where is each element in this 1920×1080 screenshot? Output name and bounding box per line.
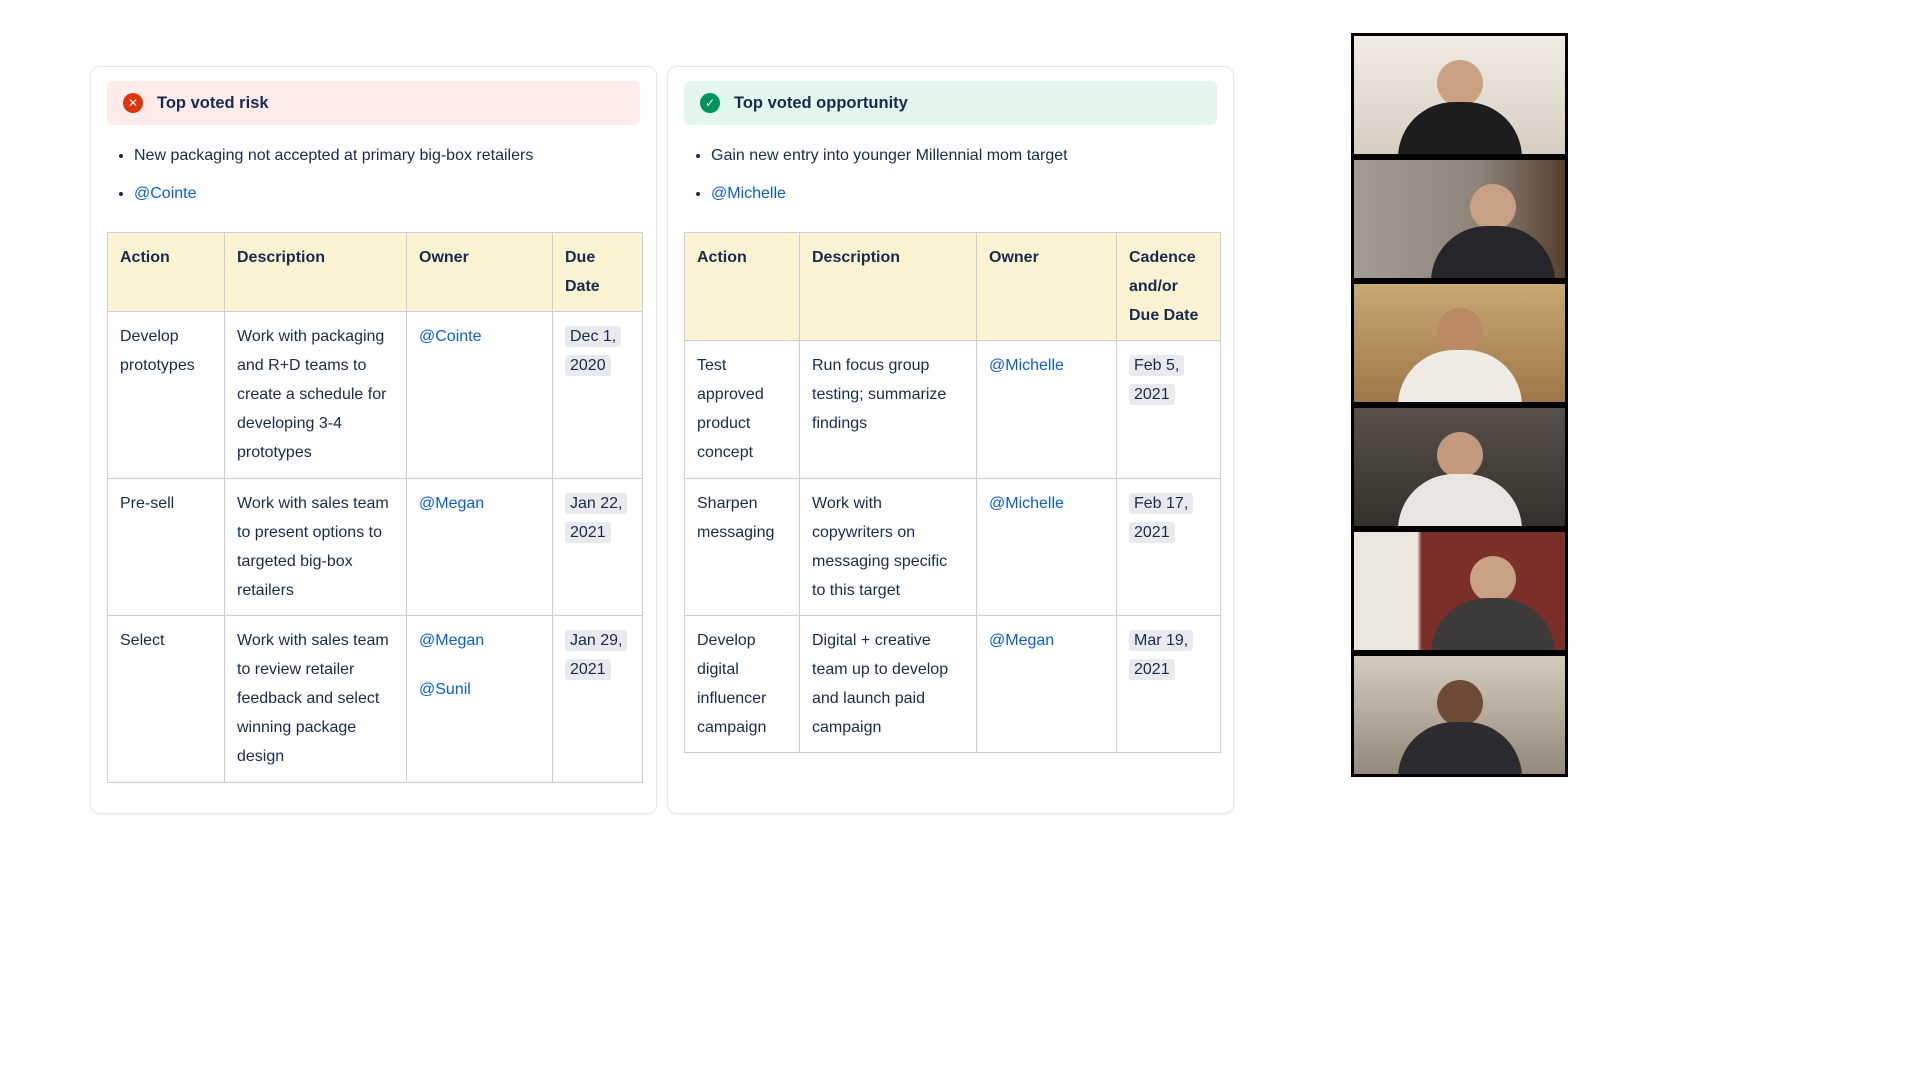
date-lozenge[interactable]: Dec 1, 2020 <box>565 326 622 377</box>
table-header-row: Action Description Owner Cadence and/or … <box>684 231 1221 342</box>
participant-silhouette <box>1354 656 1565 774</box>
column-header-cadence-due-date: Cadence and/or Due Date <box>1116 231 1221 342</box>
column-header-description: Description <box>224 231 407 313</box>
risk-banner: ✕ Top voted risk <box>107 81 640 125</box>
participant-silhouette <box>1354 36 1565 154</box>
mention-link[interactable]: @Sunil <box>419 681 471 699</box>
due-date-cell: Dec 1, 2020 <box>552 311 643 479</box>
column-header-owner: Owner <box>976 231 1117 342</box>
table-row: Develop digital influencer campaign Digi… <box>684 614 1221 754</box>
due-date-cell: Jan 22, 2021 <box>552 477 643 616</box>
table-row: Pre-sell Work with sales team to present… <box>107 477 643 616</box>
table-row: Sharpen messaging Work with copywriters … <box>684 477 1221 616</box>
column-header-description: Description <box>799 231 977 342</box>
mention-link[interactable]: @Michelle <box>989 357 1064 375</box>
column-header-owner: Owner <box>406 231 553 313</box>
opportunity-bullet-text: Gain new entry into younger Millennial m… <box>711 143 1217 169</box>
risk-bullet-text: New packaging not accepted at primary bi… <box>134 143 640 169</box>
owner-cell: @Cointe <box>406 311 553 479</box>
mention-link[interactable]: @Cointe <box>134 185 197 203</box>
description-cell: Run focus group testing; summarize findi… <box>799 340 977 479</box>
action-cell: Develop digital influencer campaign <box>684 614 800 754</box>
risk-panel: ✕ Top voted risk New packaging not accep… <box>90 66 657 814</box>
owner-cell: @Michelle <box>976 477 1117 616</box>
due-date-cell: Feb 17, 2021 <box>1116 477 1221 616</box>
opportunity-action-table: Action Description Owner Cadence and/or … <box>684 231 1221 754</box>
risk-banner-title: Top voted risk <box>157 93 269 112</box>
opportunity-bullet-list: Gain new entry into younger Millennial m… <box>684 143 1217 208</box>
participant-video-2[interactable] <box>1351 157 1568 281</box>
participant-video-5[interactable] <box>1351 529 1568 653</box>
description-cell: Work with sales team to present options … <box>224 477 407 616</box>
column-header-action: Action <box>107 231 225 313</box>
table-header-row: Action Description Owner Due Date <box>107 231 643 313</box>
owner-cell: @Megan <box>976 614 1117 754</box>
mention-link[interactable]: @Cointe <box>419 328 482 345</box>
owner-cell: @Michelle <box>976 340 1117 479</box>
shared-document: ✕ Top voted risk New packaging not accep… <box>90 66 1234 814</box>
mention-link[interactable]: @Megan <box>989 631 1055 649</box>
owner-cell: @Megan <box>406 477 553 616</box>
mention-link[interactable]: @Megan <box>419 631 485 649</box>
participant-silhouette <box>1354 408 1565 526</box>
participant-video-4[interactable] <box>1351 405 1568 529</box>
date-lozenge[interactable]: Jan 29, 2021 <box>565 629 628 681</box>
table-row: Test approved product concept Run focus … <box>684 340 1221 479</box>
action-cell: Pre-sell <box>107 477 225 616</box>
column-header-action: Action <box>684 231 800 342</box>
date-lozenge[interactable]: Mar 19, 2021 <box>1129 629 1194 681</box>
opportunity-banner: ✓ Top voted opportunity <box>684 81 1217 125</box>
due-date-cell: Mar 19, 2021 <box>1116 614 1221 754</box>
action-cell: Develop prototypes <box>107 311 225 479</box>
participant-silhouette <box>1354 532 1565 650</box>
due-date-cell: Feb 5, 2021 <box>1116 340 1221 479</box>
action-cell: Test approved product concept <box>684 340 800 479</box>
table-row: Develop prototypes Work with packaging a… <box>107 311 643 479</box>
mention-link[interactable]: @Megan <box>419 494 485 512</box>
date-lozenge[interactable]: Feb 17, 2021 <box>1129 492 1194 543</box>
column-header-due-date: Due Date <box>552 231 643 313</box>
check-icon: ✓ <box>700 93 720 113</box>
participant-silhouette <box>1354 160 1565 278</box>
mention-link[interactable]: @Michelle <box>989 494 1064 512</box>
description-cell: Work with packaging and R+D teams to cre… <box>224 311 407 479</box>
owner-cell: @Megan @Sunil <box>406 614 553 783</box>
description-cell: Work with copywriters on messaging speci… <box>799 477 977 616</box>
mention-link[interactable]: @Michelle <box>711 185 786 203</box>
date-lozenge[interactable]: Feb 5, 2021 <box>1129 355 1185 406</box>
table-row: Select Work with sales team to review re… <box>107 614 643 783</box>
risk-bullet-list: New packaging not accepted at primary bi… <box>107 143 640 208</box>
participant-silhouette <box>1354 284 1565 402</box>
description-cell: Work with sales team to review retailer … <box>224 614 407 783</box>
date-lozenge[interactable]: Jan 22, 2021 <box>565 492 628 543</box>
due-date-cell: Jan 29, 2021 <box>552 614 643 783</box>
opportunity-banner-title: Top voted opportunity <box>734 93 908 112</box>
action-cell: Sharpen messaging <box>684 477 800 616</box>
risk-bullet-mention-item: @Cointe <box>134 181 640 207</box>
description-cell: Digital + creative team up to develop an… <box>799 614 977 754</box>
risk-action-table: Action Description Owner Due Date Develo… <box>107 231 643 783</box>
error-icon: ✕ <box>123 93 143 113</box>
participant-video-1[interactable] <box>1351 33 1568 157</box>
opportunity-panel: ✓ Top voted opportunity Gain new entry i… <box>667 66 1234 814</box>
opportunity-bullet-mention-item: @Michelle <box>711 181 1217 207</box>
video-call-strip <box>1351 33 1568 777</box>
action-cell: Select <box>107 614 225 783</box>
participant-video-3[interactable] <box>1351 281 1568 405</box>
participant-video-6[interactable] <box>1351 653 1568 777</box>
